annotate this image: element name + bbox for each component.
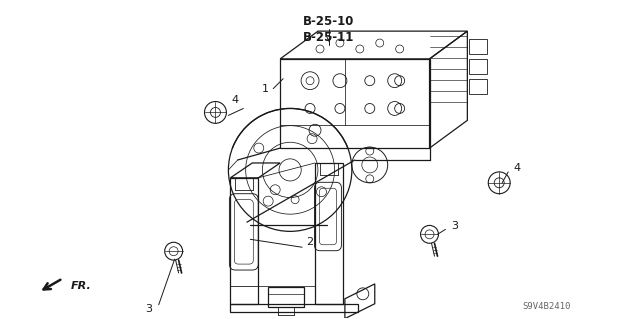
Text: 4: 4 bbox=[232, 94, 239, 105]
Bar bbox=[469, 39, 487, 54]
Text: 3: 3 bbox=[145, 304, 152, 314]
Text: B-25-10
B-25-11: B-25-10 B-25-11 bbox=[303, 15, 355, 44]
Text: 2: 2 bbox=[307, 237, 314, 247]
Text: 3: 3 bbox=[451, 221, 458, 231]
Text: S9V4B2410: S9V4B2410 bbox=[523, 302, 571, 311]
Text: 4: 4 bbox=[513, 163, 521, 173]
Text: FR.: FR. bbox=[71, 281, 92, 291]
Text: 1: 1 bbox=[262, 84, 269, 93]
Bar bbox=[469, 79, 487, 93]
Bar bbox=[469, 59, 487, 74]
